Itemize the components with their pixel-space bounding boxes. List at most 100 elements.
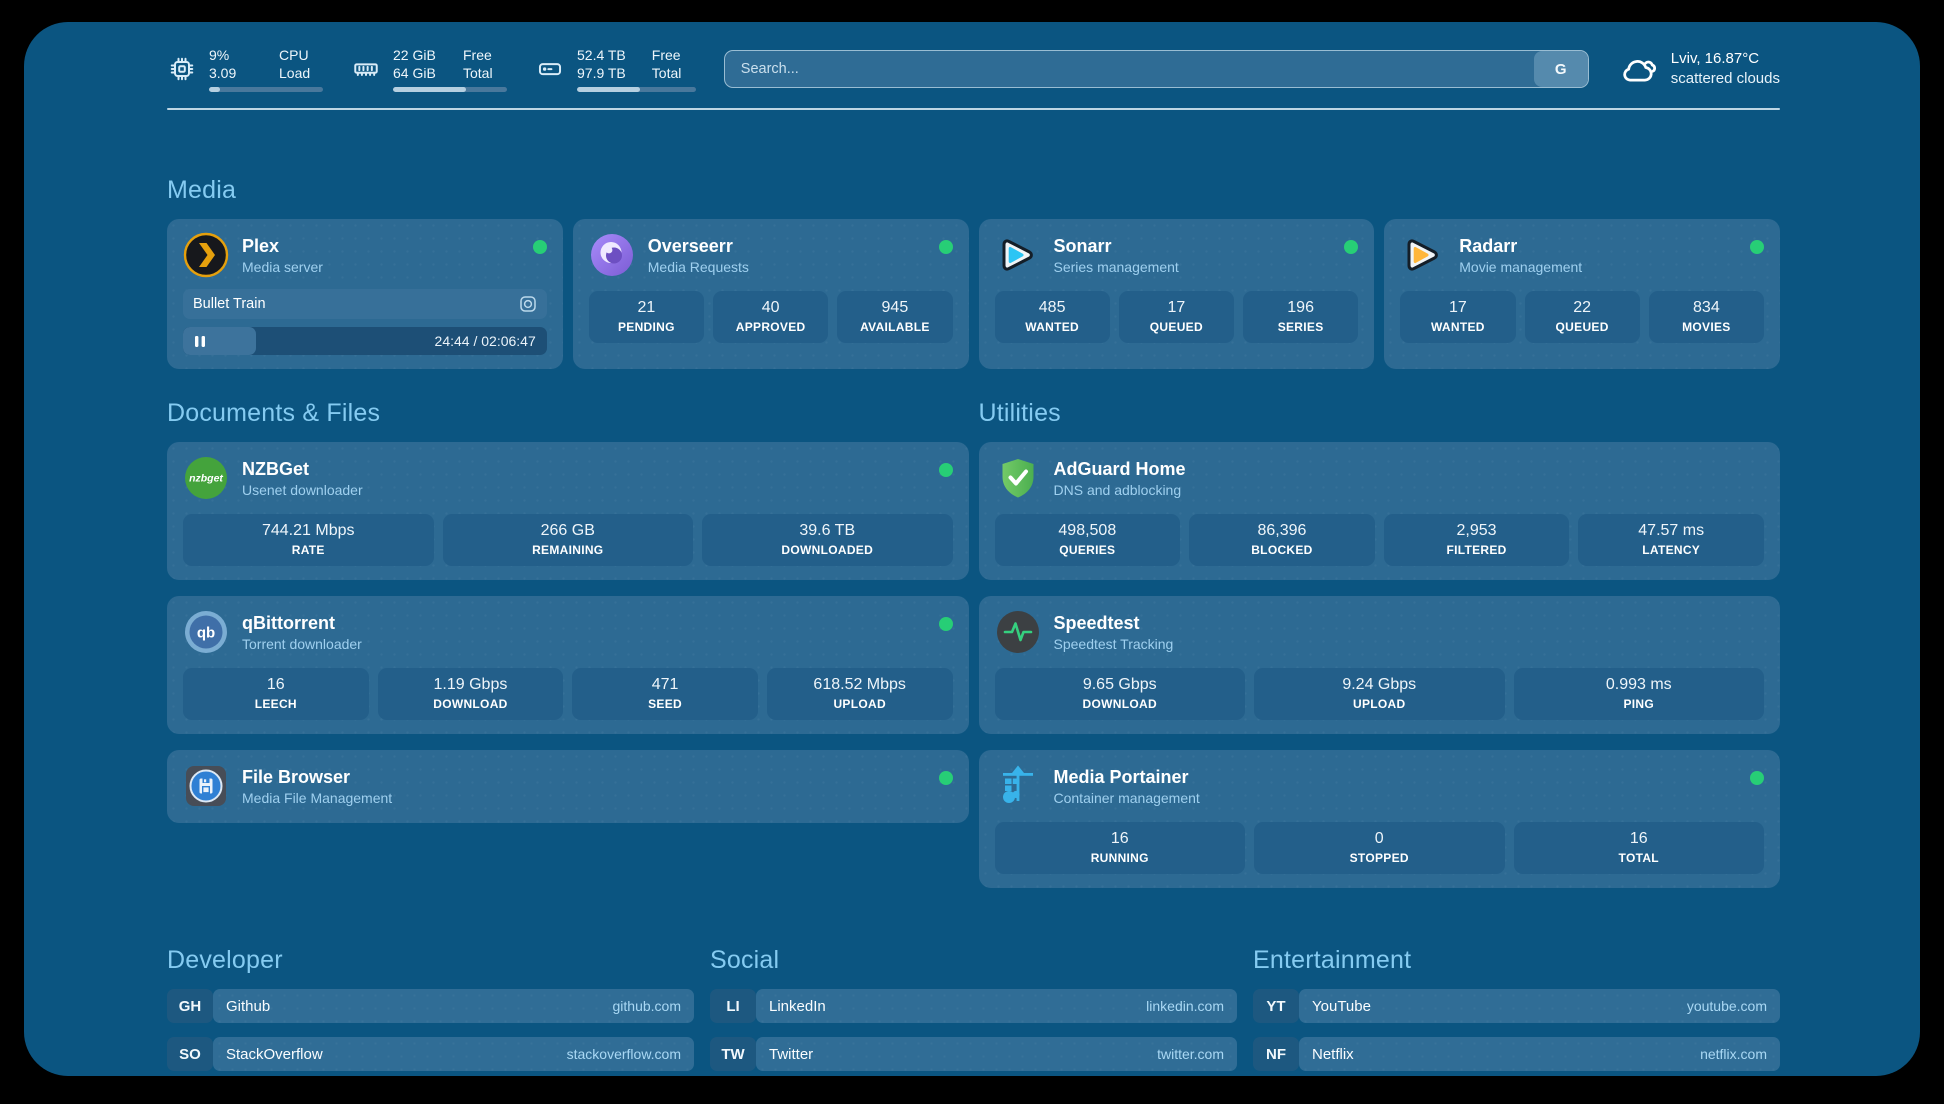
bookmark-link[interactable]: SO StackOverflow stackoverflow.com: [167, 1037, 694, 1072]
stat-label: UPLOAD: [1353, 697, 1406, 712]
bookmark-link[interactable]: LI LinkedIn linkedin.com: [710, 989, 1237, 1024]
stat-label: DOWNLOAD: [1082, 697, 1157, 712]
stat-progress-bar: [393, 87, 507, 93]
app-card-header: nzbget NZBGet Usenet downloader: [183, 455, 953, 501]
app-card-file-browser[interactable]: File Browser Media File Management: [167, 750, 969, 824]
app-card-nzbget[interactable]: nzbget NZBGet Usenet downloader 744.21 Mbps…: [167, 442, 969, 581]
qbittorrent-icon: qb: [183, 609, 229, 655]
utilities-cards: AdGuard Home DNS and adblocking 498,508 QUE…: [978, 442, 1780, 889]
stat-value: 16: [1629, 830, 1648, 848]
bookmark-category-title: Social: [710, 946, 780, 975]
app-stats-row: 9.65 Gbps DOWNLOAD 9.24 Gbps UPLOAD 0.993 ms…: [994, 668, 1764, 721]
system-stat: 22 GiB 64 GiB Free Total: [351, 46, 507, 93]
radarr-icon: [1400, 232, 1446, 278]
app-card-adguard-home[interactable]: AdGuard Home DNS and adblocking 498,508 QUE…: [978, 442, 1780, 581]
app-name: Speedtest: [1053, 612, 1140, 633]
stat-value-bottom: 3.09: [209, 65, 237, 82]
bookmark-link[interactable]: YT YouTube youtube.com: [1253, 989, 1780, 1024]
stat-tile: 2,953 FILTERED: [1383, 514, 1570, 567]
stat-label: LEECH: [254, 697, 297, 712]
bookmark-link[interactable]: NF Netflix netflix.com: [1253, 1037, 1780, 1072]
stat-tile: 196 SERIES: [1243, 291, 1359, 344]
now-playing-title: Bullet Train: [193, 296, 266, 313]
bookmark-name: Netflix: [1312, 1045, 1354, 1063]
status-dot: [1750, 771, 1764, 786]
bookmark-category-developer: Developer GH Github github.com SO StackOverfl…: [167, 946, 694, 1076]
section-title-media: Media: [167, 176, 237, 205]
search-bar[interactable]: G: [723, 50, 1589, 89]
bookmark-link[interactable]: GH Github github.com: [167, 989, 694, 1024]
search-input[interactable]: [724, 51, 1534, 88]
app-card-header: Sonarr Series management: [995, 232, 1359, 278]
stat-label: PENDING: [617, 320, 675, 335]
bookmark-link[interactable]: TW Twitter twitter.com: [710, 1037, 1237, 1072]
app-stats-row: 16 RUNNING 0 STOPPED 16 TOTAL: [994, 822, 1764, 875]
app-card-qbittorrent[interactable]: qb qBittorrent Torrent downloader 16 LEECH 1.…: [167, 596, 969, 735]
app-stats-row: 498,508 QUERIES 86,396 BLOCKED 2,953 FILTERED…: [994, 514, 1764, 567]
app-card-speedtest[interactable]: Speedtest Speedtest Tracking 9.65 Gbps DOWN…: [978, 596, 1780, 735]
now-playing-row[interactable]: Bullet Train: [183, 289, 547, 320]
stat-label: DOWNLOAD: [433, 697, 508, 712]
stat-value: 9.65 Gbps: [1082, 676, 1157, 694]
bookmark-list: GH Github github.com SO StackOverflow stackov…: [167, 989, 694, 1076]
stat-value: 16: [1110, 830, 1129, 848]
app-card-overseerr[interactable]: Overseerr Media Requests 21 PENDING 40 APPROV…: [572, 219, 969, 370]
status-dot: [938, 617, 953, 632]
app-name: File Browser: [242, 766, 351, 787]
app-card-header: qb qBittorrent Torrent downloader: [183, 609, 953, 655]
stat-label: LATENCY: [1642, 543, 1701, 558]
stat-label: TOTAL: [1618, 851, 1659, 866]
record-icon: [519, 295, 537, 313]
stat-tile: 471 SEED: [572, 668, 758, 721]
stat-label: SERIES: [1277, 320, 1324, 335]
stat-label: UPLOAD: [833, 697, 886, 712]
section-media: Media Plex Media server Bullet Train 24:44 …: [167, 176, 1780, 370]
stat-label-bottom: Total: [463, 65, 493, 82]
app-card-plex[interactable]: Plex Media server Bullet Train 24:44 / 02:0…: [167, 219, 563, 370]
search-engine-button[interactable]: G: [1533, 51, 1588, 88]
player-bar[interactable]: 24:44 / 02:06:47: [183, 327, 547, 356]
stat-tile: 16 LEECH: [183, 668, 369, 721]
plex-icon: [183, 232, 229, 278]
stat-label: WANTED: [1430, 320, 1485, 335]
app-subtitle: Media Requests: [647, 259, 749, 276]
app-name: Media Portainer: [1053, 766, 1189, 787]
bookmark-category-title: Entertainment: [1253, 946, 1412, 975]
stat-tile: 9.65 Gbps DOWNLOAD: [994, 668, 1245, 721]
stat-value: 196: [1287, 299, 1314, 317]
app-card-sonarr[interactable]: Sonarr Series management 485 WANTED 17 QUEUED…: [978, 219, 1375, 370]
app-name: Sonarr: [1053, 235, 1112, 256]
stat-tile: 17 QUEUED: [1118, 291, 1234, 344]
status-dot: [938, 240, 953, 255]
filebrowser-icon: [183, 763, 229, 809]
stat-progress-fill: [577, 87, 640, 93]
app-card-radarr[interactable]: Radarr Movie management 17 WANTED 22 QUEUED 83…: [1384, 219, 1780, 370]
stat-label: REMAINING: [532, 543, 604, 558]
app-name: Plex: [242, 235, 280, 256]
bookmark-abbr: GH: [167, 989, 213, 1024]
stat-label-bottom: Load: [279, 65, 311, 82]
stat-value: 0: [1374, 830, 1384, 848]
speedtest-icon: [995, 609, 1041, 655]
bookmark-list: YT YouTube youtube.com NF Netflix netflix.com…: [1253, 989, 1780, 1076]
app-card-media-portainer[interactable]: Media Portainer Container management 16 RUN…: [978, 750, 1780, 889]
player-time: 24:44 / 02:06:47: [434, 333, 536, 350]
stat-label: QUERIES: [1059, 543, 1116, 558]
pause-icon[interactable]: [193, 335, 207, 348]
system-stat: 9% 3.09 CPU Load: [167, 46, 323, 93]
bookmark-abbr: YT: [1253, 989, 1299, 1024]
bookmark-url: netflix.com: [1700, 1046, 1767, 1063]
dashboard-window: 9% 3.09 CPU Load 22 GiB 64 GiB Free Total 52.4 T…: [24, 22, 1920, 1076]
stat-value-top: 9%: [209, 47, 230, 63]
stat-value-top: 22 GiB: [393, 47, 436, 63]
stat-tile: 0.993 ms PING: [1513, 668, 1764, 721]
sonarr-icon: [995, 232, 1041, 278]
app-subtitle: Movie management: [1459, 259, 1583, 276]
bookmark-name: StackOverflow: [226, 1045, 323, 1063]
bookmark-name: Github: [226, 997, 271, 1015]
stat-value: 945: [881, 299, 909, 317]
stat-label: WANTED: [1025, 320, 1080, 335]
app-card-header: Speedtest Speedtest Tracking: [995, 609, 1765, 655]
section-utilities: Utilities AdGuard Home DNS and adblocking…: [978, 399, 1780, 889]
app-subtitle: Usenet downloader: [242, 482, 363, 499]
